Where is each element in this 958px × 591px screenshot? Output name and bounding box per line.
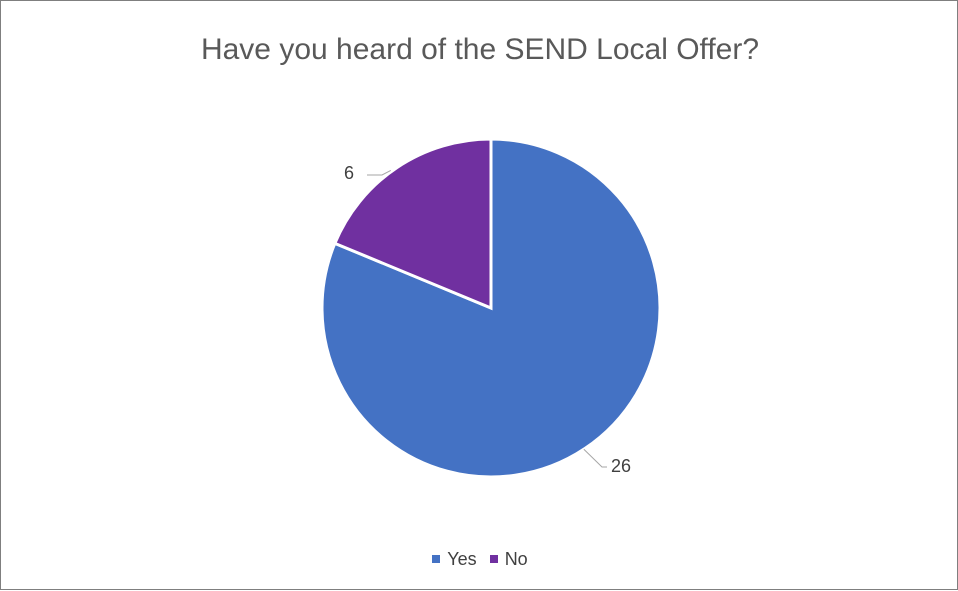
legend-swatch-yes	[432, 555, 441, 563]
legend-item-yes: Yes	[432, 548, 477, 570]
legend-item-no: No	[489, 548, 528, 570]
pie-slice-yes	[320, 137, 662, 479]
data-label-no: 6	[344, 163, 354, 183]
chart-title: Have you heard of the SEND Local Offer?	[200, 33, 760, 66]
leader-line-yes	[583, 448, 607, 468]
legend-label-no: No	[504, 548, 528, 569]
chart-legend: Yes No	[1, 547, 958, 570]
legend-label-yes: Yes	[447, 548, 477, 569]
pie-slice-no	[332, 137, 493, 311]
leader-line-no	[367, 170, 392, 176]
legend-swatch-no	[489, 555, 498, 563]
data-label-yes: 26	[611, 456, 631, 476]
